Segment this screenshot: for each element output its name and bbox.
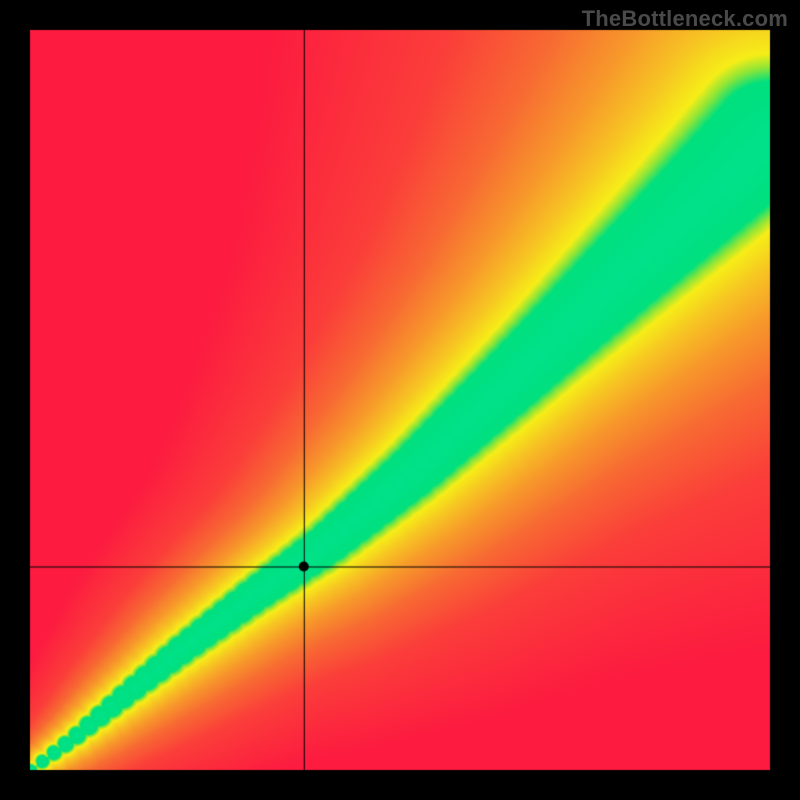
watermark-text: TheBottleneck.com <box>582 6 788 32</box>
bottleneck-heatmap <box>0 0 800 800</box>
